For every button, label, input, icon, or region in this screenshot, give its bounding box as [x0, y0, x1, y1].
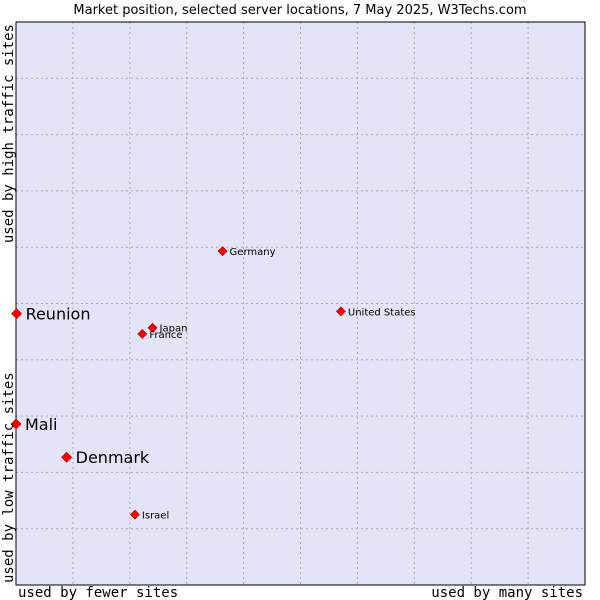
point-label-japan: Japan — [159, 324, 188, 335]
y-axis-low-label: used by low traffic sites — [1, 372, 17, 583]
point-marker-germany — [217, 246, 228, 257]
point-label-germany: Germany — [230, 247, 276, 258]
point-label-france: France — [149, 330, 182, 341]
point-marker-united-states — [335, 306, 346, 317]
point-label-united-states: United States — [348, 307, 416, 318]
point-marker-reunion — [11, 308, 22, 320]
point-marker-japan — [147, 322, 158, 333]
y-axis-high-label: used by high traffic sites — [1, 24, 17, 243]
point-marker-denmark — [61, 451, 73, 463]
point-marker-mali — [10, 418, 22, 430]
chart-title: Market position, selected server locatio… — [73, 3, 526, 18]
plot-border — [15, 21, 586, 586]
grid-lines — [16, 22, 585, 585]
point-label-mali: Mali — [25, 415, 58, 434]
point-label-denmark: Denmark — [76, 448, 150, 467]
point-marker-france — [137, 328, 148, 339]
point-label-reunion: Reunion — [26, 305, 91, 324]
x-axis-high-label: used by many sites — [431, 585, 583, 600]
point-marker-israel — [129, 509, 140, 520]
point-label-israel: Israel — [142, 511, 169, 522]
x-axis-low-label: used by fewer sites — [18, 585, 178, 600]
